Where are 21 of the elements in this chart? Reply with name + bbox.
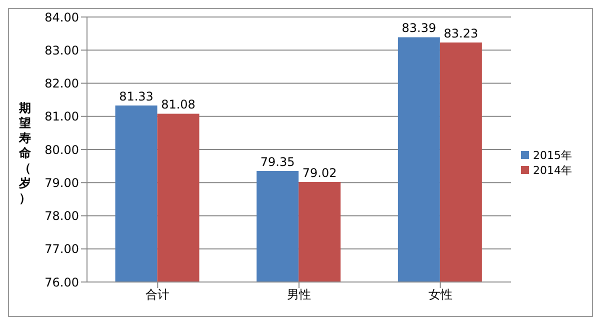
x-tick-label: 男性 [287, 288, 311, 302]
y-tick-label: 79.00 [44, 176, 79, 190]
y-tick-label: 84.00 [44, 10, 79, 24]
y-tick-label: 80.00 [44, 142, 79, 157]
y-tick-label: 77.00 [44, 242, 79, 256]
y-tick-label: 81.00 [44, 110, 79, 124]
data-label: 83.39 [402, 21, 436, 36]
y-tick-label: 76.00 [44, 275, 79, 290]
x-tick-label: 女性 [428, 288, 452, 302]
legend-label: 2015年 [533, 148, 572, 162]
y-tick-label: 82.00 [44, 76, 79, 91]
y-axis-title: 期望寿命（岁） [18, 101, 32, 206]
legend-label: 2014年 [533, 164, 572, 176]
data-label: 79.35 [260, 155, 295, 170]
data-label: 83.23 [444, 26, 478, 41]
x-tick-label: 合计 [146, 288, 170, 302]
data-label: 79.02 [302, 166, 337, 180]
data-label: 81.08 [161, 98, 196, 112]
y-tick-label: 78.00 [44, 209, 79, 224]
data-label: 81.33 [119, 89, 154, 104]
y-tick-label: 83.00 [44, 43, 79, 58]
